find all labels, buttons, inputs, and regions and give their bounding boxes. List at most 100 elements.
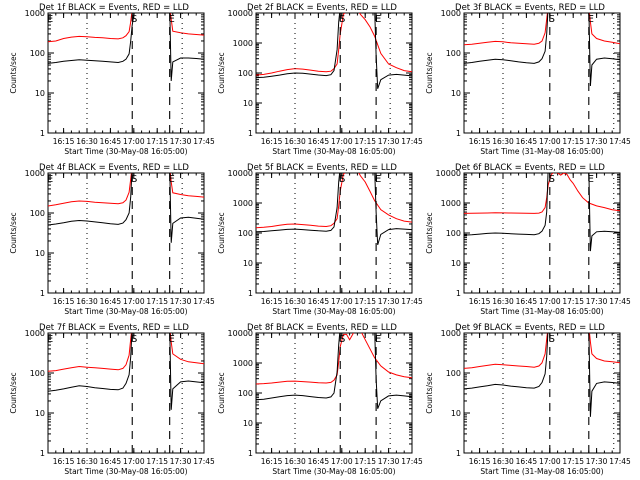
x-tick-label: 16:15 <box>469 297 491 306</box>
marker-label: E <box>588 14 594 25</box>
x-tick-label: 17:00 <box>123 457 145 466</box>
y-tick-label: 1000 <box>441 9 461 18</box>
x-tick-label: 17:30 <box>378 297 400 306</box>
series-lld <box>256 333 412 385</box>
y-tick-label: 1000 <box>441 199 461 208</box>
y-tick-label: 100 <box>30 49 45 58</box>
y-tick-label: 1 <box>456 129 461 138</box>
series-lld <box>464 333 620 369</box>
series-events <box>464 333 620 417</box>
plot-frame <box>255 172 413 294</box>
y-axis-label: Counts/sec <box>9 372 18 413</box>
x-tick-label: 16:15 <box>469 137 491 146</box>
panel-title: Det 4f BLACK = Events, RED = LLD <box>39 163 189 173</box>
y-tick-label: 10 <box>451 409 461 418</box>
marker-label: S <box>131 174 137 185</box>
series-events <box>48 173 204 243</box>
marker-label: S <box>339 14 345 25</box>
plot-area <box>464 13 620 133</box>
y-axis-label: Counts/sec <box>9 52 18 93</box>
marker-label: E <box>169 334 175 345</box>
x-axis-label: Start Time (30-May-08 16:05:00) <box>272 467 395 476</box>
y-axis-label: Counts/sec <box>9 212 18 253</box>
y-tick-label: 1 <box>456 449 461 458</box>
series-lld <box>464 173 620 214</box>
y-tick-label: 100 <box>30 209 45 218</box>
marker-label: E <box>47 14 53 25</box>
x-tick-label: 16:30 <box>284 137 306 146</box>
x-tick-label: 17:15 <box>562 137 584 146</box>
series-events <box>256 13 412 89</box>
marker-label: E <box>47 334 53 345</box>
panel-title: Det 7f BLACK = Events, RED = LLD <box>39 323 189 333</box>
x-tick-label: 17:15 <box>146 457 168 466</box>
x-tick-label: 17:15 <box>354 137 376 146</box>
y-tick-label: 100 <box>238 389 253 398</box>
series-lld <box>256 173 412 229</box>
y-tick-label: 1000 <box>233 359 253 368</box>
panel-3: Det 3f BLACK = Events, RED = LLD 1 10 100 10… <box>425 3 631 156</box>
x-tick-label: 17:15 <box>562 297 584 306</box>
y-axis-label: Counts/sec <box>425 52 434 93</box>
y-tick-label: 1000 <box>233 39 253 48</box>
plot-area <box>464 173 620 293</box>
y-tick-label: 10000 <box>436 169 461 178</box>
plot-area <box>48 13 204 133</box>
y-tick-label: 100 <box>446 49 461 58</box>
x-tick-label: 17:45 <box>401 297 423 306</box>
x-tick-label: 17:00 <box>331 297 353 306</box>
panel-title: Det 6f BLACK = Events, RED = LLD <box>455 163 605 173</box>
plot-area <box>48 173 204 293</box>
panel-1: Det 1f BLACK = Events, RED = LLD 1 10 100 10… <box>9 3 215 156</box>
y-tick-label: 10 <box>35 249 45 258</box>
x-tick-label: 17:45 <box>193 297 215 306</box>
series-lld <box>48 173 204 207</box>
x-axis-label: Start Time (31-May-08 16:05:00) <box>480 307 603 316</box>
marker-label: E <box>375 174 381 185</box>
x-tick-label: 16:30 <box>492 297 514 306</box>
x-tick-label: 17:15 <box>562 457 584 466</box>
y-axis-label: Counts/sec <box>425 212 434 253</box>
x-tick-label: 16:15 <box>261 457 283 466</box>
series-events <box>464 173 620 252</box>
x-tick-label: 17:45 <box>401 137 423 146</box>
y-tick-label: 1000 <box>25 329 45 338</box>
x-tick-label: 16:45 <box>308 297 330 306</box>
x-tick-label: 16:45 <box>308 457 330 466</box>
y-tick-label: 1000 <box>441 329 461 338</box>
series-lld <box>48 333 204 372</box>
x-tick-label: 16:30 <box>492 457 514 466</box>
series-lld <box>464 13 620 46</box>
y-tick-label: 10 <box>243 419 253 428</box>
x-tick-label: 17:15 <box>354 457 376 466</box>
x-tick-label: 16:30 <box>284 297 306 306</box>
panel-title: Det 8f BLACK = Events, RED = LLD <box>247 323 397 333</box>
series-lld <box>256 13 412 76</box>
x-tick-label: 16:30 <box>492 137 514 146</box>
panel-title: Det 3f BLACK = Events, RED = LLD <box>455 3 605 13</box>
x-tick-label: 16:15 <box>53 297 75 306</box>
y-tick-label: 10 <box>451 259 461 268</box>
marker-label: E <box>588 174 594 185</box>
x-tick-label: 17:00 <box>539 297 561 306</box>
plot-frame <box>255 12 413 134</box>
marker-label: E <box>169 174 175 185</box>
x-tick-label: 16:45 <box>100 457 122 466</box>
marker-label: S <box>549 334 555 345</box>
x-tick-label: 16:30 <box>76 297 98 306</box>
panel-2: Det 2f BLACK = Events, RED = LLD 1 10 100 10… <box>217 3 423 156</box>
x-tick-label: 16:15 <box>261 297 283 306</box>
y-tick-label: 100 <box>238 229 253 238</box>
x-tick-label: 17:30 <box>170 457 192 466</box>
panel-4: Det 4f BLACK = Events, RED = LLD 1 10 100 10… <box>9 163 215 316</box>
marker-label: E <box>375 14 381 25</box>
x-tick-label: 16:45 <box>100 297 122 306</box>
y-tick-label: 1 <box>456 289 461 298</box>
y-tick-label: 1 <box>40 289 45 298</box>
x-tick-label: 17:30 <box>170 297 192 306</box>
plot-frame <box>463 12 621 134</box>
x-tick-label: 16:15 <box>53 137 75 146</box>
x-tick-label: 17:45 <box>609 457 631 466</box>
y-tick-label: 1 <box>248 129 253 138</box>
